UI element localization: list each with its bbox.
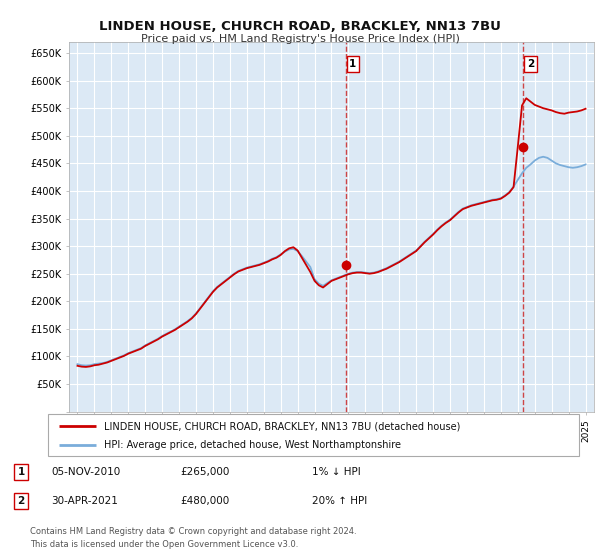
Text: £265,000: £265,000 xyxy=(180,467,229,477)
Text: This data is licensed under the Open Government Licence v3.0.: This data is licensed under the Open Gov… xyxy=(30,540,298,549)
Text: 20% ↑ HPI: 20% ↑ HPI xyxy=(312,496,367,506)
Text: 1: 1 xyxy=(349,59,356,69)
Text: 1: 1 xyxy=(17,467,25,477)
Text: Price paid vs. HM Land Registry's House Price Index (HPI): Price paid vs. HM Land Registry's House … xyxy=(140,34,460,44)
Text: 1% ↓ HPI: 1% ↓ HPI xyxy=(312,467,361,477)
Text: HPI: Average price, detached house, West Northamptonshire: HPI: Average price, detached house, West… xyxy=(104,440,401,450)
Text: 2: 2 xyxy=(17,496,25,506)
Text: LINDEN HOUSE, CHURCH ROAD, BRACKLEY, NN13 7BU: LINDEN HOUSE, CHURCH ROAD, BRACKLEY, NN1… xyxy=(99,20,501,32)
Text: 2: 2 xyxy=(527,59,534,69)
Text: 05-NOV-2010: 05-NOV-2010 xyxy=(51,467,120,477)
Text: LINDEN HOUSE, CHURCH ROAD, BRACKLEY, NN13 7BU (detached house): LINDEN HOUSE, CHURCH ROAD, BRACKLEY, NN1… xyxy=(104,421,460,431)
FancyBboxPatch shape xyxy=(48,414,579,456)
Text: 30-APR-2021: 30-APR-2021 xyxy=(51,496,118,506)
Text: Contains HM Land Registry data © Crown copyright and database right 2024.: Contains HM Land Registry data © Crown c… xyxy=(30,528,356,536)
Text: £480,000: £480,000 xyxy=(180,496,229,506)
